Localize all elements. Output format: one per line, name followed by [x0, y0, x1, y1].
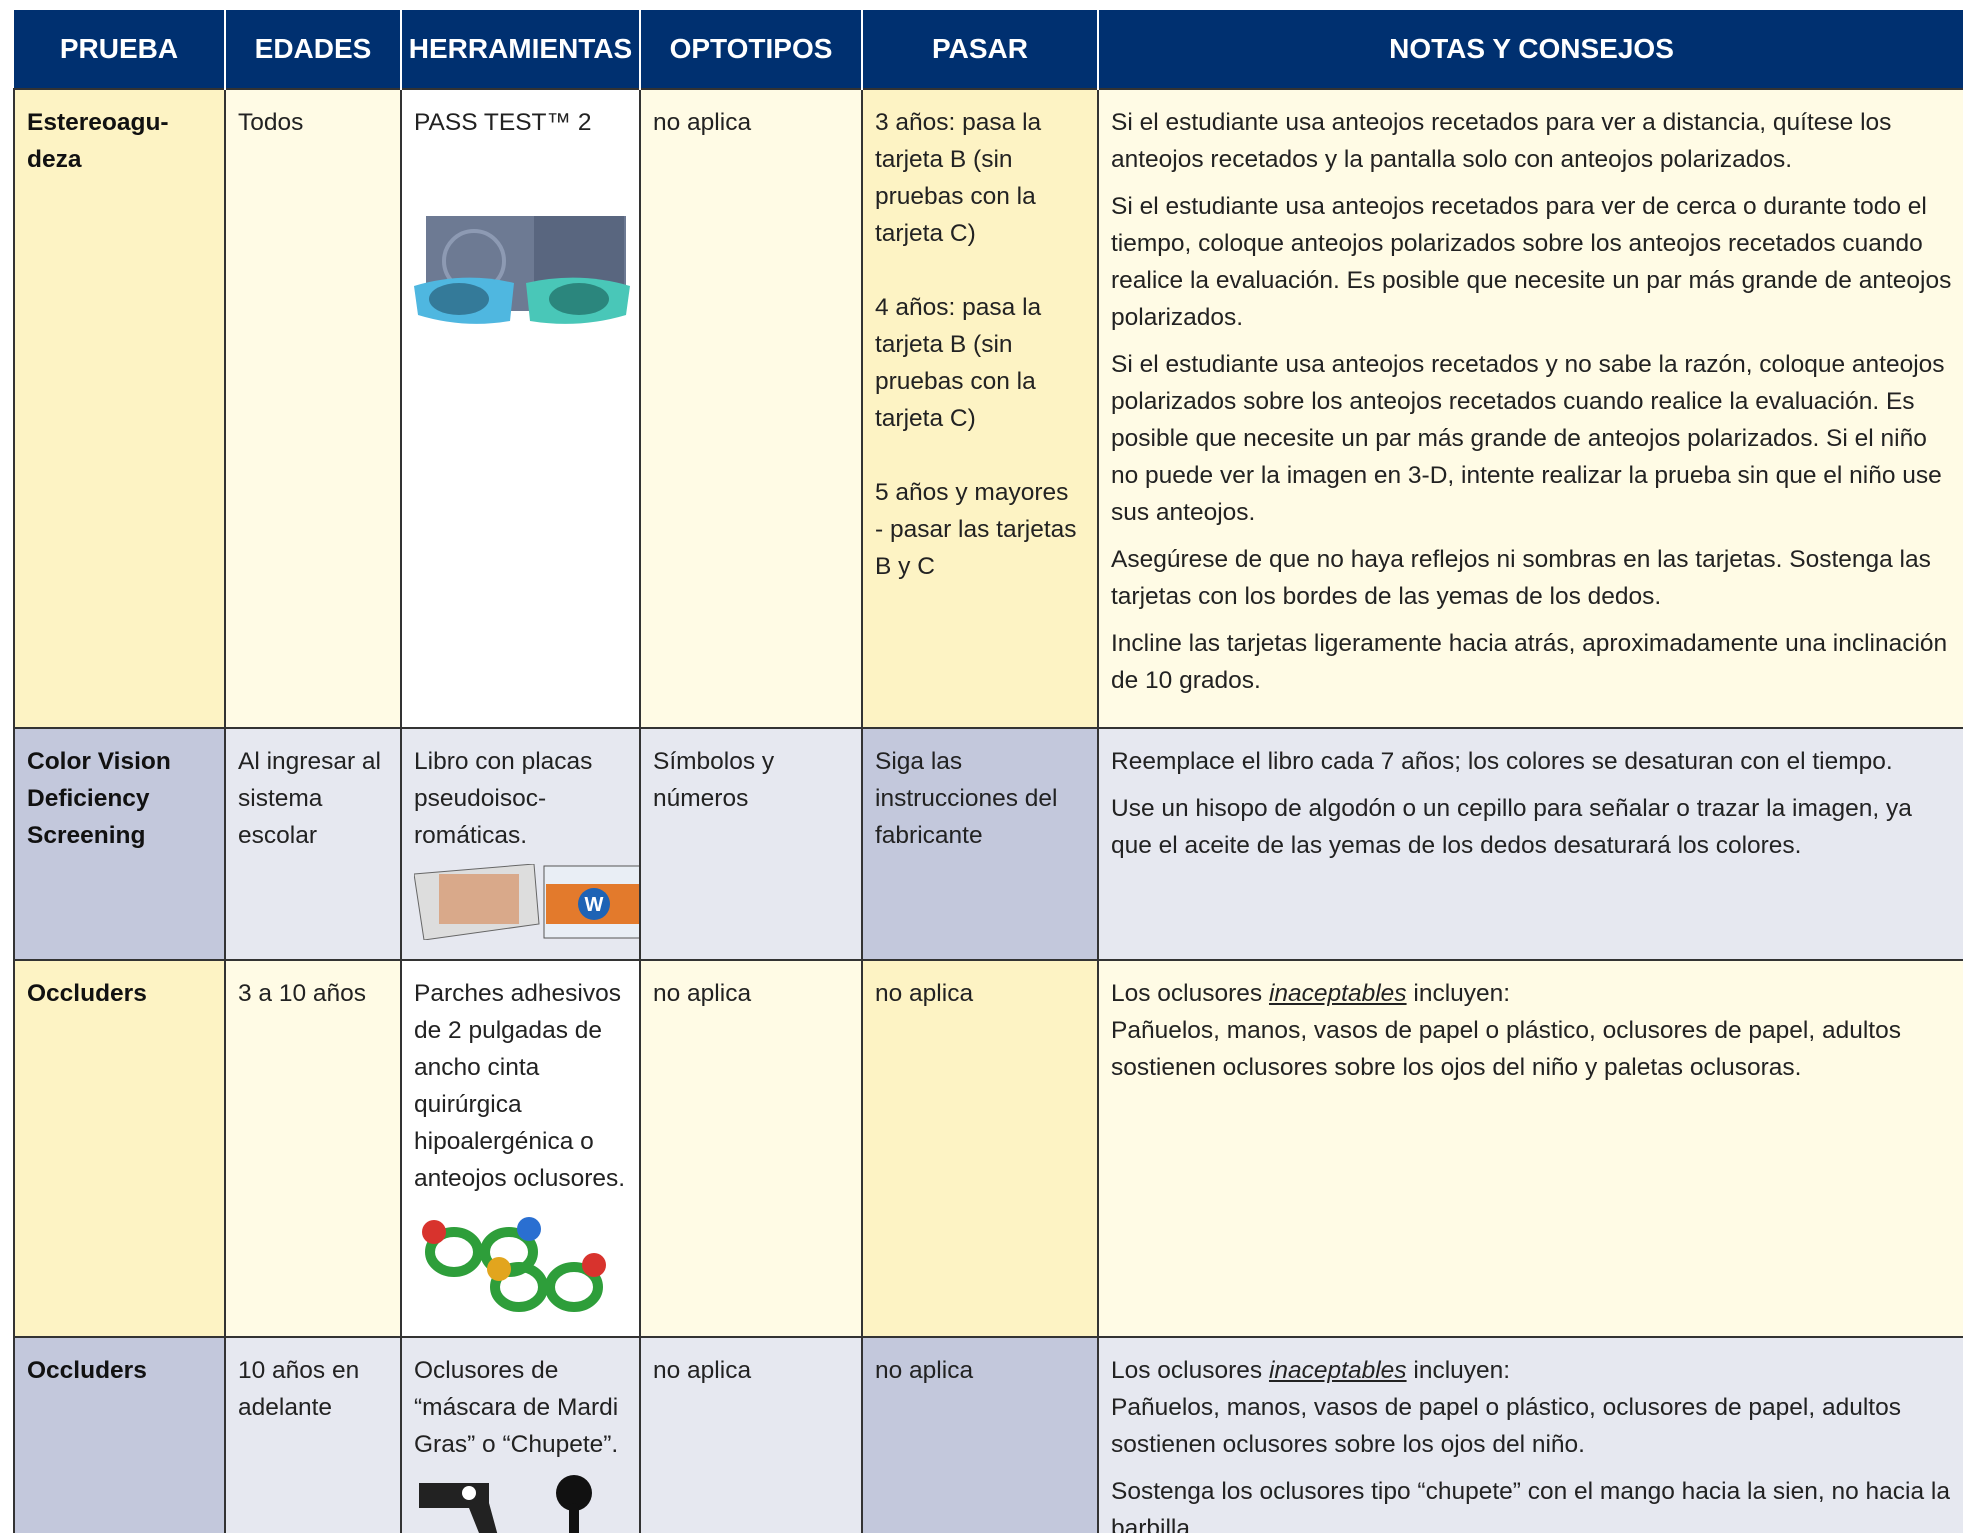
tool-illustration [422, 1217, 606, 1312]
screening-table: PRUEBA EDADES HERRAMIENTAS OPTOTIPOS PASAR NO… [13, 10, 1963, 1533]
table-cell: Si el estudiante usa anteojos recetados … [1097, 88, 1963, 729]
column-header: PRUEBA [14, 10, 225, 89]
tool-illustration [414, 216, 630, 324]
text: incluyen: [1406, 1357, 1511, 1384]
table-row: Color Vision Deficiency Screening Al ingr… [13, 727, 1963, 961]
table-cell: Al ingresar al sistema escolar [224, 727, 402, 961]
table-cell: no aplica [639, 1336, 863, 1533]
paragraph: 4 años: pasa la tarjeta B (sin pruebas c… [875, 294, 1042, 432]
table-body: Estereoagu-deza Todos PASS TEST™ 2 no aplic… [13, 88, 1963, 1533]
text-line: Pañuelos, manos, vasos de papel o plásti… [1111, 1394, 1901, 1458]
tool-illustration [419, 1475, 592, 1533]
table-cell: PASS TEST™ 2 [400, 88, 641, 729]
table-wrapper: PRUEBA EDADES HERRAMIENTAS OPTOTIPOS PASAR NO… [13, 10, 1963, 1533]
cell-text: Oclusores de “máscara de Mardi Gras” o “… [414, 1357, 619, 1458]
table-cell: Estereoagu-deza [13, 88, 226, 729]
table-cell: no aplica [861, 1336, 1099, 1533]
table-cell: Todos [224, 88, 402, 729]
emphasis: inaceptables [1268, 980, 1407, 1007]
tool-image [414, 1207, 629, 1328]
table-row: Occluders 10 años en adelante Oclusores de… [13, 1336, 1963, 1533]
table-cell: Occluders [13, 959, 226, 1338]
cell-text: Occluders [27, 980, 147, 1007]
cell-text: 10 años en adelante [238, 1357, 360, 1421]
column-header: NOTAS Y CONSEJOS [1097, 10, 1963, 89]
cell-text: Estereoagu-deza [27, 109, 169, 173]
table-cell: no aplica [861, 959, 1099, 1338]
table-cell: Oclusores de “máscara de Mardi Gras” o “… [400, 1336, 641, 1533]
paragraph: Reemplace el libro cada 7 años; los colo… [1111, 748, 1893, 775]
table-cell: Reemplace el libro cada 7 años; los colo… [1097, 727, 1963, 961]
table-cell: Occluders [13, 1336, 226, 1533]
tool-image [414, 1473, 629, 1533]
text: Los oclusores [1111, 980, 1269, 1007]
cell-text: Siga las instrucciones del fabricante [875, 748, 1058, 849]
paragraph: Incline las tarjetas ligeramente hacia a… [1111, 630, 1948, 694]
paragraph: Si el estudiante usa anteojos recetados … [1111, 351, 1945, 526]
cell-text: Parches adhesivos de 2 pulgadas de ancho… [414, 980, 626, 1192]
table-cell: 10 años en adelante [224, 1336, 402, 1533]
paragraph: Sostenga los oclusores tipo “chupete” co… [1111, 1478, 1950, 1533]
cell-text: no aplica [653, 1357, 752, 1384]
text: incluyen: [1406, 980, 1511, 1007]
paragraph: Los oclusores inaceptables incluyen: Pañu… [1111, 1352, 1953, 1463]
table-cell: Color Vision Deficiency Screening [13, 727, 226, 961]
cell-text: no aplica [653, 109, 752, 136]
table-cell: no aplica [639, 88, 863, 729]
cell-text: no aplica [653, 980, 752, 1007]
text-line: Los oclusores inaceptables incluyen: [1111, 975, 1953, 1012]
table-cell: Parches adhesivos de 2 pulgadas de ancho… [400, 959, 641, 1338]
text: Los oclusores [1111, 1357, 1269, 1384]
cell-text: no aplica [875, 980, 974, 1007]
text-line: Los oclusores inaceptables incluyen: [1111, 1352, 1953, 1389]
column-header: PASAR [861, 10, 1098, 89]
tool-illustration: W [413, 863, 638, 941]
column-header: OPTOTIPOS [639, 10, 862, 89]
cell-text: no aplica [875, 1357, 974, 1384]
table-cell: Los oclusores inaceptables incluyen: Pañu… [1097, 1336, 1963, 1533]
tool-image [414, 211, 630, 342]
cell-text: 3 a 10 años [238, 980, 367, 1007]
cell-text: Color Vision Deficiency Screening [27, 748, 171, 849]
text-line: 5 años y mayores [875, 479, 1069, 506]
cell-text: Al ingresar al sistema escolar [238, 748, 381, 849]
table-cell: 3 a 10 años [224, 959, 402, 1338]
paragraph: Si el estudiante usa anteojos recetados … [1111, 109, 1892, 173]
column-header: HERRAMIENTAS [400, 10, 640, 89]
table-cell: 3 años: pasa la tarjeta B (sin pruebas c… [861, 88, 1099, 729]
header-row: PRUEBA EDADES HERRAMIENTAS OPTOTIPOS PASAR NO… [14, 10, 1963, 89]
cell-text: PASS TEST™ 2 [414, 109, 592, 136]
paragraph: Asegúrese de que no haya reflejos ni som… [1111, 546, 1931, 610]
emphasis: inaceptables [1268, 1357, 1407, 1384]
table-cell: no aplica [639, 959, 863, 1338]
paragraph: Los oclusores inaceptables incluyen: Pañu… [1111, 975, 1953, 1086]
cell-text: Occluders [27, 1357, 147, 1384]
paragraph: 3 años: pasa la tarjeta B (sin pruebas c… [875, 109, 1042, 247]
svg-text:W: W [585, 894, 604, 916]
cell-text: Todos [238, 109, 304, 136]
table-cell: Libro con placas pseudoisoc-romáticas. W [400, 727, 641, 961]
table-cell: Símbolos y números [639, 727, 863, 961]
column-header: EDADES [224, 10, 401, 89]
paragraph: Si el estudiante usa anteojos recetados … [1111, 193, 1952, 331]
paragraph: Use un hisopo de algodón o un cepillo pa… [1111, 795, 1912, 859]
cell-text: Libro con placas pseudoisoc-romáticas. [414, 748, 593, 849]
table-row: Estereoagu-deza Todos PASS TEST™ 2 no aplic… [13, 88, 1963, 729]
tool-image: W [413, 863, 638, 951]
table-row: Occluders 3 a 10 años Parches adhesivos de… [13, 959, 1963, 1338]
cell-text: Símbolos y números [653, 748, 775, 812]
table-cell: Los oclusores inaceptables incluyen: Pañu… [1097, 959, 1963, 1338]
text-line: Pañuelos, manos, vasos de papel o plásti… [1111, 1017, 1901, 1081]
text-line: - pasar las tarjetas B y C [875, 516, 1077, 580]
table-cell: Siga las instrucciones del fabricante [861, 727, 1099, 961]
paragraph: 5 años y mayores - pasar las tarjetas B y… [875, 474, 1087, 585]
